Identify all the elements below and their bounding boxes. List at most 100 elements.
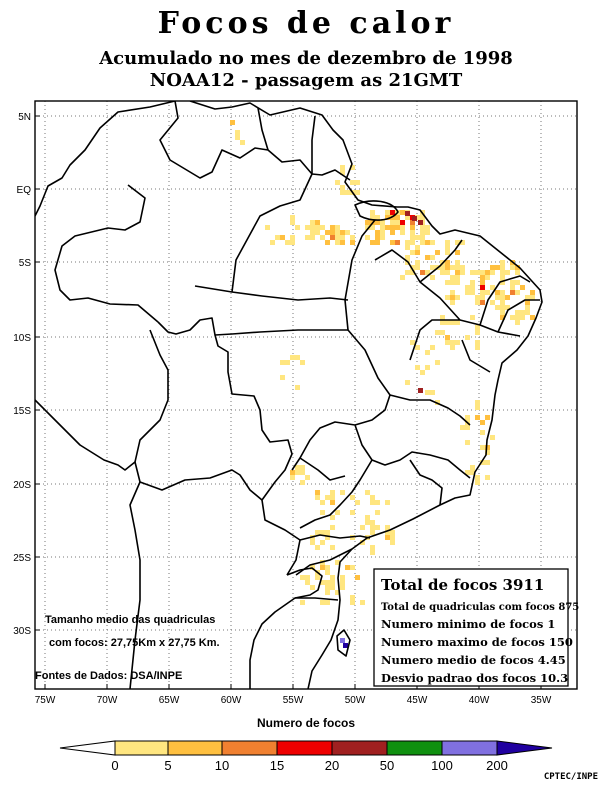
colorbar-tick-label: 10 [215,758,229,773]
stats-total-focos: Total de focos 3911 [381,576,544,594]
fire-cell [470,290,475,295]
fire-cell [500,315,505,320]
fire-cell [480,460,485,465]
fire-cell [490,435,495,440]
fire-cell [390,220,395,225]
fire-cell [265,225,270,230]
fire-cell [445,250,450,255]
fire-cell [405,380,410,385]
fire-cell [455,295,460,300]
fire-cell [425,350,430,355]
fire-cell [370,520,375,525]
fire-cell [500,310,505,315]
fire-cell [415,250,420,255]
fire-cell [410,250,415,255]
fire-cell [315,490,320,495]
fire-cell [465,285,470,290]
fire-cell-hot [412,216,417,221]
fire-cell [320,500,325,505]
fire-cell [415,260,420,265]
fire-cell [425,225,430,230]
fire-cell [485,475,490,480]
fire-cell [240,140,245,145]
colorbar-tick-label: 5 [164,758,171,773]
map-subtitle-satellite: NOAA12 - passagem as 21GMT [149,70,463,91]
fire-cell [395,240,400,245]
fire-cell [400,210,405,215]
lat-tick-label: 5S [19,258,32,269]
stats-min-focos: Numero minimo de focos 1 [381,617,555,631]
fire-cell [435,360,440,365]
fire-cell [450,300,455,305]
fire-cell [285,360,290,365]
fire-cell [430,275,435,280]
fire-cell [465,290,470,295]
colorbar-tick-label: 15 [270,758,284,773]
fire-cell [450,295,455,300]
lat-tick-label: 15S [13,406,31,417]
fire-cell [330,235,335,240]
fire-cell [380,230,385,235]
fire-cell [340,575,345,580]
fire-cell [475,480,480,485]
fire-cell [330,525,335,530]
fire-cell [340,185,345,190]
fire-cell [290,355,295,360]
fire-cell [390,225,395,230]
fire-cell [400,230,405,235]
fire-cell [500,305,505,310]
cell-size-note: Tamanho medio das quadriculas com focos:… [35,614,220,682]
border-colombia-brazil [54,184,159,323]
fire-cell [425,240,430,245]
fire-cell [490,270,495,275]
fire-cell [295,385,300,390]
fire-cell [410,240,415,245]
lat-tick-label: 25S [13,553,31,564]
fire-cell [390,535,395,540]
fire-cell [440,265,445,270]
fire-cell [470,280,475,285]
colorbar-tick-label: 100 [431,758,453,773]
fire-cell [510,285,515,290]
fire-cell-hot [343,643,348,648]
fire-cell [505,270,510,275]
fire-cell [235,130,240,135]
state-borders-north [194,173,376,336]
fire-cell [290,235,295,240]
fire-cell [365,225,370,230]
border-peru-bolivia-chile [35,399,141,689]
colorbar-segment [114,740,169,756]
fire-cell [375,500,380,505]
fire-cell [305,475,310,480]
fire-cell [290,470,295,475]
fire-cell [370,210,375,215]
fire-cell [335,590,340,595]
fire-cell [305,575,310,580]
fire-cell [410,235,415,240]
fire-cell [415,365,420,370]
stats-box-border [373,568,569,687]
fire-cell [465,415,470,420]
fire-cell [330,490,335,495]
fire-cell [350,165,355,170]
fire-cell [485,450,490,455]
fire-cell [485,270,490,275]
fire-cell [315,495,320,500]
fire-cell [330,495,335,500]
fire-cell [445,335,450,340]
border-guyana-suriname [257,107,269,151]
fire-cell [455,250,460,255]
fire-cell [475,405,480,410]
fire-cell [500,290,505,295]
fire-cell [310,235,315,240]
fire-cell [325,590,330,595]
fire-cell [325,495,330,500]
fire-cell [335,180,340,185]
fire-cell [480,430,485,435]
fire-cell [445,260,450,265]
fire-cell [465,470,470,475]
fire-cell [500,260,505,265]
fire-cell [445,270,450,275]
fire-cell [440,320,445,325]
fire-cell [370,215,375,220]
